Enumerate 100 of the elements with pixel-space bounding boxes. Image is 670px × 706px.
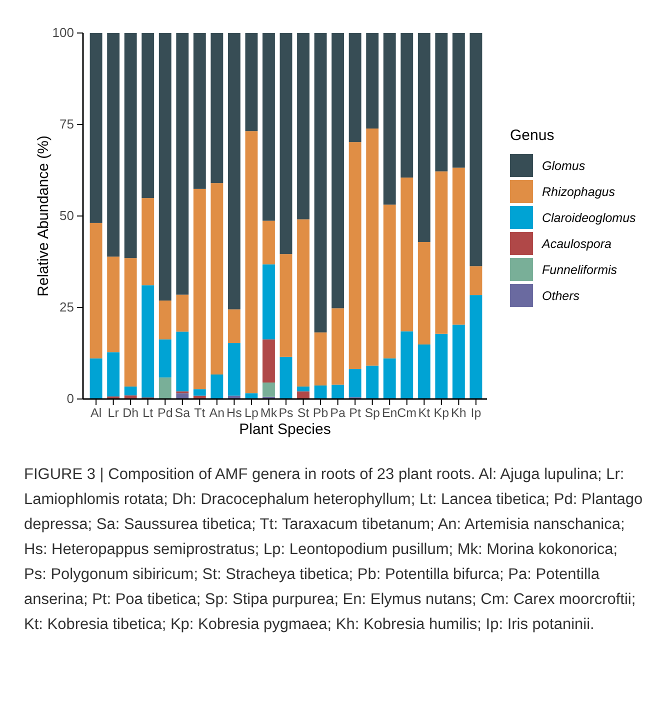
bar	[90, 358, 102, 399]
x-tick-label: An	[209, 406, 225, 420]
bar	[452, 33, 465, 168]
x-tick-label: Dh	[122, 406, 139, 420]
bar	[193, 396, 206, 399]
caption: FIGURE 3 | Composition of AMF genera in roots of 23 plant roots. Al: Ajuga lupulina; Lr: Lamiophlomis rotata; Dh: Dracocephalum heterophyllum; Lt: Lancea tibetica; Pd: Plantago depressa; Sa: Saussurea tibetica; Tt: Taraxacum tibetanum; An: Artemisia nanschanica; Hs: Heteropappus semiprostratus; Lp: Leontopodium pusillum; Mk: Morina kokonorica; Ps: Polygonum sibiricum; St: Stracheya tibetica; Pb: Potentilla bifurca; Pa: Potentilla anserina; Pt: Poa tibetica; Sp: Stipa purpurea; En: Elymus nutans; Cm: Carex moorcroftii; Kt: Kobresia tibetica; Kp: Kobresia pygmaea; Kh: Kobresia humilis; Ip: Iris potaninii.	[24, 465, 644, 635]
bar	[418, 242, 430, 344]
bar	[90, 222, 102, 358]
bar	[142, 285, 154, 398]
bar	[383, 33, 396, 205]
x-tick-label: Tt	[194, 406, 206, 420]
x-tick-label: Pd	[157, 406, 173, 420]
bar	[470, 266, 482, 296]
bar	[158, 377, 172, 399]
x-axis-title: Plant Species	[239, 421, 331, 438]
bar	[142, 33, 154, 198]
bar	[124, 258, 137, 387]
bar	[210, 33, 224, 184]
bar	[176, 332, 189, 392]
bar	[262, 382, 275, 397]
bar	[228, 309, 240, 343]
y-tick-label: 75	[60, 116, 74, 132]
bar	[176, 294, 189, 332]
bar	[366, 366, 379, 399]
bar	[262, 264, 275, 340]
bar	[435, 171, 448, 334]
bar	[452, 168, 465, 325]
bar	[228, 343, 240, 396]
bar	[262, 33, 275, 221]
bar	[245, 393, 258, 399]
bar	[228, 33, 240, 310]
bar	[435, 33, 448, 172]
bar	[297, 33, 310, 220]
legend-label: Claroideoglomus	[542, 211, 636, 225]
bar	[90, 33, 102, 223]
x-tick-label: Kt	[418, 406, 431, 420]
bar	[297, 386, 310, 392]
bar	[193, 389, 206, 396]
legend-label: Glomus	[542, 159, 586, 173]
bar	[107, 256, 120, 352]
x-tick-label: Sa	[174, 406, 190, 420]
y-tick-label: 0	[66, 391, 74, 406]
bar	[245, 33, 258, 132]
x-tick-label: Kp	[434, 406, 450, 420]
bar	[435, 334, 448, 399]
bar	[107, 352, 120, 396]
bar	[332, 308, 344, 385]
bar	[470, 295, 482, 399]
x-tick-label: Pa	[330, 406, 346, 420]
bar	[210, 374, 224, 399]
x-tick-label: Lr	[108, 406, 119, 420]
x-tick-label: Pt	[349, 406, 362, 420]
bar	[418, 33, 430, 242]
bar	[366, 128, 379, 366]
y-tick-label: 50	[60, 208, 74, 224]
x-tick-label: Hs	[226, 406, 242, 420]
x-tick-label: Ip	[470, 406, 482, 420]
bar	[348, 33, 362, 142]
bar	[314, 33, 327, 332]
legend-label: Acaulospora	[541, 237, 612, 251]
bar	[107, 33, 120, 257]
bar	[297, 219, 310, 387]
bar	[142, 198, 154, 286]
x-tick-label: St	[297, 406, 310, 420]
bar	[452, 324, 465, 399]
bar	[193, 33, 206, 189]
bar	[470, 33, 482, 266]
x-tick-label: Al	[90, 406, 102, 420]
bar	[332, 33, 344, 308]
y-tick-label: 100	[52, 25, 74, 40]
y-axis-title: Relative Abundance (%)	[35, 136, 52, 296]
bar	[400, 33, 414, 178]
bar	[418, 344, 430, 399]
x-tick-label: Pb	[312, 406, 328, 420]
bar	[176, 33, 189, 295]
bar	[158, 33, 172, 301]
bar	[366, 33, 379, 129]
legend-label: Funneliformis	[542, 263, 618, 277]
bar	[280, 33, 292, 254]
bar	[332, 384, 344, 399]
bar	[280, 254, 292, 357]
bar	[158, 300, 172, 340]
bar	[210, 183, 224, 374]
bar	[383, 358, 396, 399]
legend-title: Genus	[510, 127, 554, 144]
bar	[176, 393, 189, 399]
x-tick-label: Cm	[397, 406, 417, 420]
bar	[314, 385, 327, 399]
x-tick-label: Mk	[260, 406, 278, 420]
bar	[280, 356, 292, 399]
bar	[124, 386, 137, 396]
x-tick-label: Lt	[142, 406, 154, 420]
x-tick-label: En	[382, 406, 398, 420]
x-tick-label: Sp	[364, 406, 380, 420]
bar	[228, 396, 240, 399]
bar	[193, 188, 206, 390]
bar	[262, 339, 275, 383]
x-tick-label: Kh	[451, 406, 466, 420]
bar	[400, 178, 414, 332]
bar	[262, 220, 275, 264]
